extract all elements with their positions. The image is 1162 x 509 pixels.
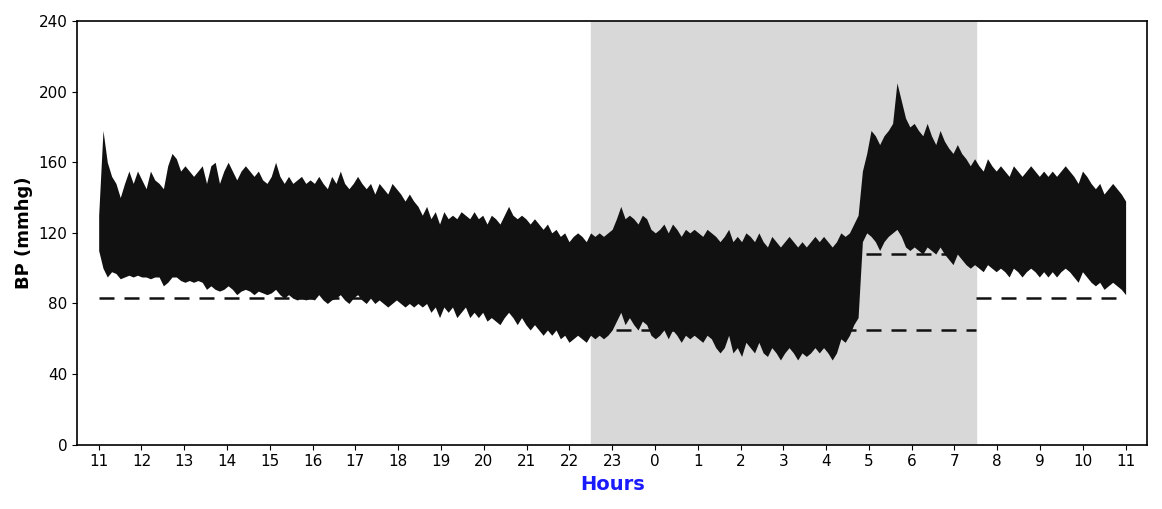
X-axis label: Hours: Hours (580, 475, 645, 494)
Bar (590, 21, 976, 445)
Y-axis label: BP (mmhg): BP (mmhg) (15, 177, 33, 289)
